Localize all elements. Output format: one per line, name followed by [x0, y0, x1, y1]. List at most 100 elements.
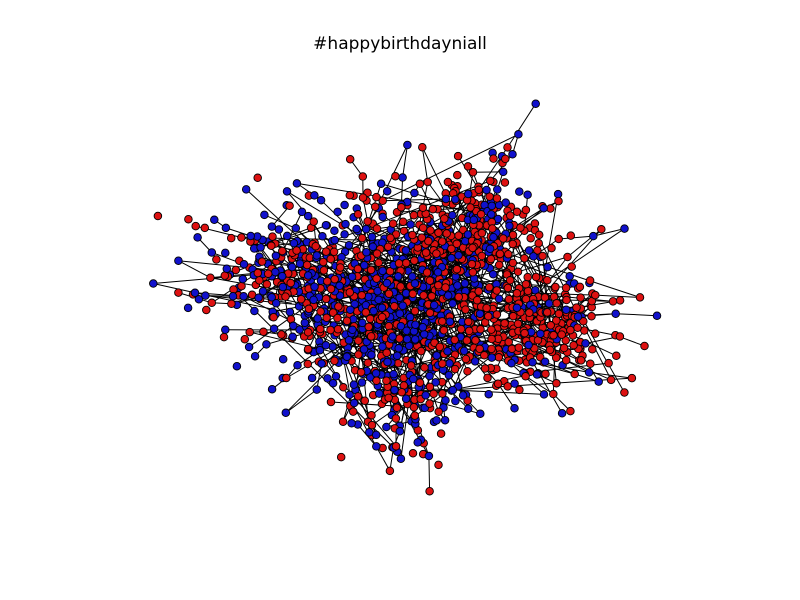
graph-node [594, 377, 603, 386]
graph-node [323, 277, 332, 286]
graph-edge [497, 383, 515, 409]
graph-node [515, 385, 524, 395]
graph-node [475, 344, 484, 354]
graph-node [253, 173, 262, 183]
graph-node [590, 329, 600, 338]
graph-node [212, 255, 221, 264]
graph-node [388, 332, 397, 341]
graph-node [367, 420, 377, 430]
graph-node [288, 332, 297, 342]
graph-edge [285, 389, 318, 414]
graph-node [487, 334, 496, 344]
graph-node [334, 302, 343, 311]
graph-edge [529, 357, 563, 414]
graph-node [450, 195, 460, 204]
graph-node [566, 406, 575, 416]
graph-node [286, 278, 295, 288]
graph-node [470, 357, 480, 366]
graph-node [440, 214, 449, 223]
graph-node [486, 254, 496, 264]
graph-node [316, 195, 326, 205]
graph-node [344, 240, 354, 250]
graph-node [398, 173, 407, 182]
graph-node [554, 196, 563, 206]
graph-node [391, 172, 400, 181]
graph-node [277, 330, 286, 339]
graph-node [372, 224, 382, 233]
graph-node [448, 210, 457, 220]
graph-node [463, 230, 473, 239]
graph-node [340, 230, 349, 239]
graph-node [513, 319, 523, 329]
graph-node [508, 239, 517, 249]
graph-node [476, 210, 486, 219]
graph-node [463, 404, 473, 413]
graph-node [441, 194, 451, 204]
graph-edge [178, 260, 211, 279]
graph-node [271, 251, 281, 261]
graph-node [347, 419, 356, 428]
graph-node [427, 292, 437, 301]
graph-node [432, 249, 441, 258]
graph-node [339, 383, 348, 392]
graph-node [303, 344, 313, 354]
graph-node [361, 224, 371, 234]
graph-node [587, 312, 596, 321]
graph-node [493, 379, 503, 388]
graph-node [344, 335, 354, 345]
graph-node [371, 369, 381, 378]
graph-node [253, 268, 263, 278]
graph-node [396, 321, 406, 331]
graph-edge [566, 330, 585, 353]
graph-node [259, 327, 268, 337]
graph-node [174, 288, 183, 297]
graph-edge [320, 199, 346, 225]
graph-node [620, 388, 629, 397]
graph-node [366, 265, 376, 275]
graph-node [220, 271, 230, 280]
graph-node [552, 379, 561, 388]
graph-node [382, 186, 392, 196]
graph-node [411, 320, 420, 329]
graph-node [346, 305, 355, 315]
graph-node [345, 190, 355, 200]
graph-node [393, 359, 403, 368]
graph-node [444, 370, 454, 380]
graph-node [340, 200, 349, 210]
graph-edge [421, 147, 429, 183]
graph-node [392, 403, 402, 412]
graph-node [553, 189, 563, 199]
graph-node [370, 202, 380, 212]
graph-node [561, 283, 571, 293]
graph-node [542, 308, 552, 317]
graph-node [323, 374, 332, 383]
graph-node [604, 358, 613, 368]
graph-node [458, 391, 468, 400]
graph-node [390, 385, 399, 395]
graph-node [352, 224, 361, 234]
graph-node [492, 286, 502, 295]
graph-node [183, 303, 193, 313]
graph-node [390, 301, 399, 311]
graph-node [477, 228, 487, 238]
graph-node [256, 243, 265, 252]
graph-node [278, 282, 288, 292]
graph-node [382, 376, 391, 385]
graph-node [321, 220, 331, 230]
graph-node [547, 243, 556, 253]
graph-node [378, 196, 387, 205]
graph-node [543, 262, 552, 272]
graph-edge [264, 214, 296, 229]
graph-node [326, 254, 335, 264]
graph-node [493, 185, 502, 194]
graph-node [589, 231, 598, 241]
graph-node [557, 409, 567, 418]
graph-node [371, 430, 381, 440]
graph-node [448, 385, 458, 395]
graph-node [274, 225, 284, 234]
graph-node [503, 283, 513, 293]
graph-node [521, 294, 531, 304]
graph-node [576, 356, 586, 365]
graph-node [237, 233, 246, 242]
graph-node [554, 309, 564, 319]
